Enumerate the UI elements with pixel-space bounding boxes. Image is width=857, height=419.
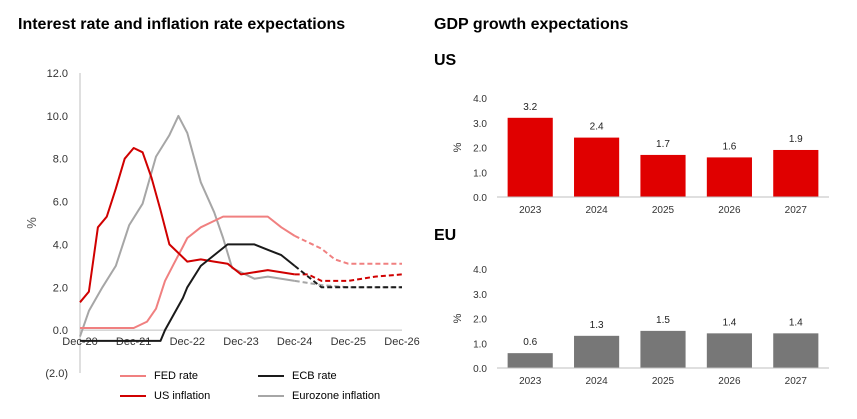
us-y-tick-label: 1.0 bbox=[473, 168, 487, 179]
x-tick-label: Dec-21 bbox=[116, 336, 151, 348]
x-tick-label: Dec-22 bbox=[170, 336, 205, 348]
y-tick-label: 10.0 bbox=[47, 111, 68, 123]
eu-bar-2026 bbox=[706, 333, 752, 368]
us-bar-2023 bbox=[507, 117, 553, 197]
legend-item-eurozone-inflation: Eurozone inflation bbox=[258, 390, 380, 402]
legend-item-ecb-rate: ECB rate bbox=[258, 370, 337, 382]
y-tick-label: 12.0 bbox=[47, 68, 68, 80]
series-line-ecb-rate bbox=[80, 243, 296, 342]
eu-x-tick-label: 2025 bbox=[652, 376, 675, 387]
eu-bar-value-label: 1.3 bbox=[590, 320, 604, 331]
us-y-tick-label: 4.0 bbox=[473, 94, 487, 105]
y-tick-label: 8.0 bbox=[53, 154, 68, 166]
us-y-tick-label: 2.0 bbox=[473, 144, 487, 155]
legend-item-fed-rate: FED rate bbox=[120, 370, 198, 382]
us-gdp-bar-chart: 0.0 1.0 2.0 3.0 4.0% 3.2 2023 2.4 2024 1.7 2025 1.6… bbox=[452, 94, 829, 216]
us-panel-title: US bbox=[434, 52, 457, 69]
eu-y-tick-label: 3.0 bbox=[473, 290, 487, 301]
series-forecast-us-inflation bbox=[294, 273, 403, 282]
x-tick-label: Dec-23 bbox=[223, 336, 258, 348]
us-x-tick-label: 2026 bbox=[718, 205, 741, 216]
us-x-tick-label: 2024 bbox=[585, 205, 608, 216]
y-tick-label: (2.0) bbox=[45, 368, 68, 380]
us-bar-value-label: 1.6 bbox=[722, 141, 736, 152]
legend-item-us-inflation: US inflation bbox=[120, 390, 210, 402]
eu-bar-value-label: 0.6 bbox=[523, 337, 537, 348]
us-bar-2025 bbox=[640, 154, 686, 197]
legend-swatch-us-inflation bbox=[120, 395, 146, 397]
us-x-tick-label: 2027 bbox=[785, 205, 808, 216]
legend-label-eurozone-inflation: Eurozone inflation bbox=[292, 390, 381, 402]
us-bar-2026 bbox=[706, 157, 752, 197]
y-tick-label: 6.0 bbox=[53, 197, 68, 209]
x-tick-label: Dec-26 bbox=[384, 336, 419, 348]
us-x-tick-label: 2025 bbox=[652, 205, 675, 216]
eu-bar-value-label: 1.4 bbox=[722, 317, 736, 328]
line-chart-legend: FED rate ECB rate US inflation Eurozone … bbox=[120, 368, 420, 412]
eu-x-tick-label: 2023 bbox=[519, 376, 542, 387]
us-y-tick-label: 0.0 bbox=[473, 193, 487, 204]
series-line-us-inflation bbox=[79, 147, 295, 303]
eu-bar-2024 bbox=[574, 335, 620, 368]
eu-x-tick-label: 2027 bbox=[785, 376, 808, 387]
series-line-fed-rate bbox=[80, 215, 296, 329]
us-y-tick-label: 3.0 bbox=[473, 119, 487, 130]
series-forecast-ecb-rate bbox=[294, 265, 402, 289]
series-forecast-fed-rate bbox=[294, 234, 402, 265]
us-bar-2024 bbox=[574, 137, 620, 197]
y-tick-label: 2.0 bbox=[53, 282, 68, 294]
x-tick-label: Dec-25 bbox=[331, 336, 366, 348]
eu-x-tick-label: 2024 bbox=[585, 376, 608, 387]
legend-label-fed-rate: FED rate bbox=[154, 370, 199, 382]
x-tick-label: Dec-24 bbox=[277, 336, 312, 348]
y-tick-label: 4.0 bbox=[53, 239, 68, 251]
x-tick-label: Dec-20 bbox=[62, 336, 97, 348]
us-x-tick-label: 2023 bbox=[519, 205, 542, 216]
legend-swatch-ecb-rate bbox=[258, 375, 284, 377]
eu-bar-value-label: 1.4 bbox=[789, 317, 803, 328]
us-bar-value-label: 2.4 bbox=[590, 122, 604, 133]
series-line-eurozone-inflation bbox=[79, 114, 295, 337]
legend-label-ecb-rate: ECB rate bbox=[292, 370, 337, 382]
us-bar-2027 bbox=[773, 149, 819, 197]
legend-swatch-eurozone-inflation bbox=[258, 395, 284, 397]
interest-inflation-line-chart: (2.0) 0.0 2.0 4.0 6.0 8.0 10.0 12.0% Dec-20 Dec-2… bbox=[24, 68, 420, 380]
eu-gdp-bar-chart: 0.0 1.0 2.0 3.0 4.0% 0.6 2023 1.3 2024 1.5 2025 1.4… bbox=[452, 265, 829, 387]
us-bar-value-label: 1.7 bbox=[656, 139, 670, 150]
eu-y-tick-label: 0.0 bbox=[473, 364, 487, 375]
us-bar-value-label: 1.9 bbox=[789, 134, 803, 145]
us-bar-value-label: 3.2 bbox=[523, 102, 537, 113]
eu-bar-2025 bbox=[640, 330, 686, 368]
y-tick-label: 0.0 bbox=[53, 325, 68, 337]
eu-y-tick-label: 1.0 bbox=[473, 339, 487, 350]
eu-bar-value-label: 1.5 bbox=[656, 315, 670, 326]
eu-y-tick-label: 2.0 bbox=[473, 315, 487, 326]
eu-y-axis-label: % bbox=[452, 313, 464, 323]
gdp-growth-title: GDP growth expectations bbox=[434, 16, 629, 33]
legend-label-us-inflation: US inflation bbox=[154, 390, 211, 402]
legend-swatch-fed-rate bbox=[120, 375, 146, 377]
eu-y-tick-label: 4.0 bbox=[473, 265, 487, 276]
interest-inflation-title: Interest rate and inflation rate expecta… bbox=[18, 16, 346, 33]
eu-bar-2027 bbox=[773, 333, 819, 368]
eu-bar-2023 bbox=[507, 353, 553, 368]
eu-x-tick-label: 2026 bbox=[718, 376, 741, 387]
y-axis-label: % bbox=[24, 217, 39, 229]
us-y-axis-label: % bbox=[452, 142, 464, 152]
eu-panel-title: EU bbox=[434, 227, 457, 244]
